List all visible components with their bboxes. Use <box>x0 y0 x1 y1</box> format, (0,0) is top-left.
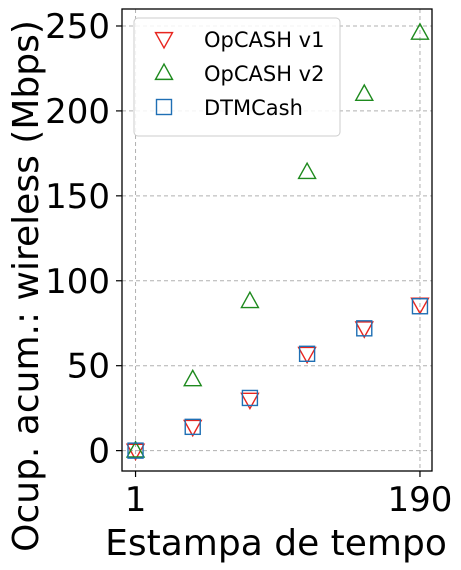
data-point <box>183 368 203 387</box>
legend-marker <box>155 98 173 116</box>
data-point <box>356 320 373 337</box>
x-tick-label: 1 <box>125 480 147 520</box>
y-tick-label: 150 <box>45 177 110 217</box>
legend-marker <box>154 62 174 81</box>
plot-area <box>121 8 433 472</box>
y-tick-label: 250 <box>45 7 110 47</box>
x-axis-label: Estampa de tempo <box>105 523 447 564</box>
data-point <box>411 298 429 315</box>
data-point <box>241 389 259 407</box>
data-point <box>298 345 316 363</box>
data-point <box>125 443 146 461</box>
series-dtmcash <box>127 298 429 459</box>
data-point <box>410 22 430 40</box>
data-point <box>184 418 201 436</box>
data-point <box>125 440 146 458</box>
legend-label: DTMCash <box>204 96 303 120</box>
data-point <box>297 346 317 365</box>
data-point <box>354 321 374 339</box>
data-markers <box>125 22 430 461</box>
y-tick-label: 0 <box>88 432 110 472</box>
y-tick-label: 50 <box>67 347 110 387</box>
data-point <box>297 161 317 180</box>
data-point <box>354 83 374 102</box>
y-axis-label: Ocup. acum.: wireless (Mbps) <box>6 20 47 552</box>
legend: OpCASH v1 OpCASH v2 DTMCash <box>133 17 341 137</box>
series-opcash-v1 <box>125 297 430 461</box>
series-opcash-v2 <box>125 22 430 458</box>
data-point <box>240 290 260 309</box>
data-point <box>183 419 203 438</box>
legend-label: OpCASH v2 <box>204 62 324 86</box>
legend-marker <box>154 31 174 50</box>
data-point <box>240 392 260 411</box>
legend-box <box>133 17 341 137</box>
legend-label: OpCASH v1 <box>204 28 324 52</box>
y-tick-label: 100 <box>45 262 110 302</box>
axis-ticks: 0 50 100 150 200 250 1 190 <box>45 7 452 520</box>
x-tick-label: 190 <box>388 480 453 520</box>
y-tick-label: 200 <box>45 92 110 132</box>
data-point <box>127 442 144 459</box>
